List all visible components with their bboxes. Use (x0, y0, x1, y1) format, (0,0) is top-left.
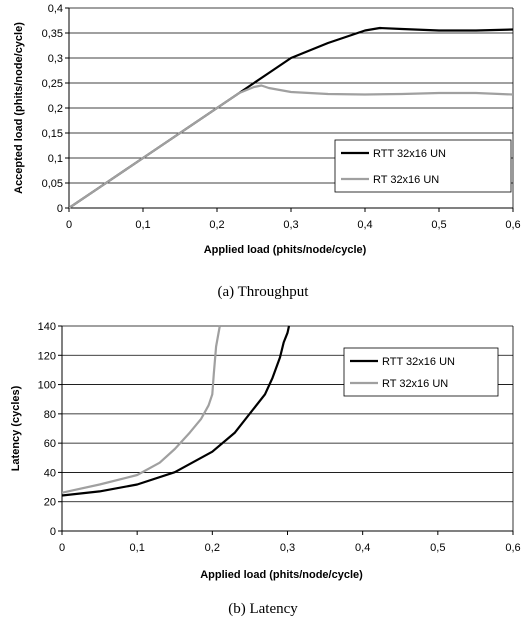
throughput-chart: 0 0,05 0,1 0,15 0,2 0,25 0,3 0,35 0,4 0 0,1 0,2 0,3 0… (13, 3, 521, 300)
y-tick-label: 100 (38, 380, 56, 392)
x-axis-title: Applied load (phits/node/cycle) (204, 244, 367, 256)
x-tick-label: 0 (59, 542, 65, 554)
y-tick-label: 0,1 (48, 153, 63, 165)
x-tick-label: 0,1 (130, 542, 145, 554)
y-tick-label: 0 (57, 203, 63, 215)
y-tick-label: 0,35 (42, 28, 63, 40)
y-tick-label: 120 (38, 350, 56, 362)
figure-caption: (a) Throughput (218, 284, 310, 300)
x-tick-label: 0,3 (283, 219, 298, 231)
legend-label: RT 32x16 UN (382, 378, 448, 390)
y-tick-label: 0,4 (48, 3, 63, 15)
y-tick-label: 20 (44, 497, 56, 509)
x-tick-label: 0,3 (280, 542, 295, 554)
legend-box (334, 139, 512, 193)
series-line-0 (62, 325, 291, 497)
y-tick-label: 0,2 (48, 103, 63, 115)
y-axis-title: Accepted load (phits/node/cycle) (13, 22, 25, 194)
x-tick-label: 0,4 (357, 219, 372, 231)
y-tick-label: 140 (38, 321, 56, 333)
x-tick-label: 0,1 (135, 219, 150, 231)
legend-label: RTT 32x16 UN (373, 148, 446, 160)
y-tick-label: 0,05 (42, 178, 63, 190)
y-tick-label: 60 (44, 438, 56, 450)
latency-chart: 0 20 40 60 80 100 120 140 0 0,1 0,2 0,3 0,4 0,5 0,6 RTT… (10, 321, 521, 617)
x-tick-label: 0,2 (209, 219, 224, 231)
x-tick-label: 0,6 (505, 542, 520, 554)
x-axis-title: Applied load (phits/node/cycle) (200, 569, 363, 581)
x-tick-label: 0,6 (505, 219, 520, 231)
figure-caption: (b) Latency (228, 601, 298, 617)
x-tick-label: 0,2 (205, 542, 220, 554)
x-tick-label: 0,5 (430, 542, 445, 554)
x-tick-label: 0,5 (431, 219, 446, 231)
y-tick-label: 0 (50, 526, 56, 538)
legend-label: RTT 32x16 UN (382, 356, 455, 368)
legend-label: RT 32x16 UN (373, 174, 439, 186)
y-tick-label: 0,3 (48, 53, 63, 65)
x-tick-label: 0 (66, 219, 72, 231)
legend-box (343, 347, 499, 397)
y-tick-label: 0,25 (42, 78, 63, 90)
x-tick-label: 0,4 (355, 542, 370, 554)
y-axis-title: Latency (cycles) (10, 385, 22, 471)
series-line-1 (62, 325, 221, 494)
series-line-1 (69, 84, 513, 209)
y-tick-label: 40 (44, 467, 56, 479)
y-tick-label: 80 (44, 409, 56, 421)
y-tick-label: 0,15 (42, 128, 63, 140)
